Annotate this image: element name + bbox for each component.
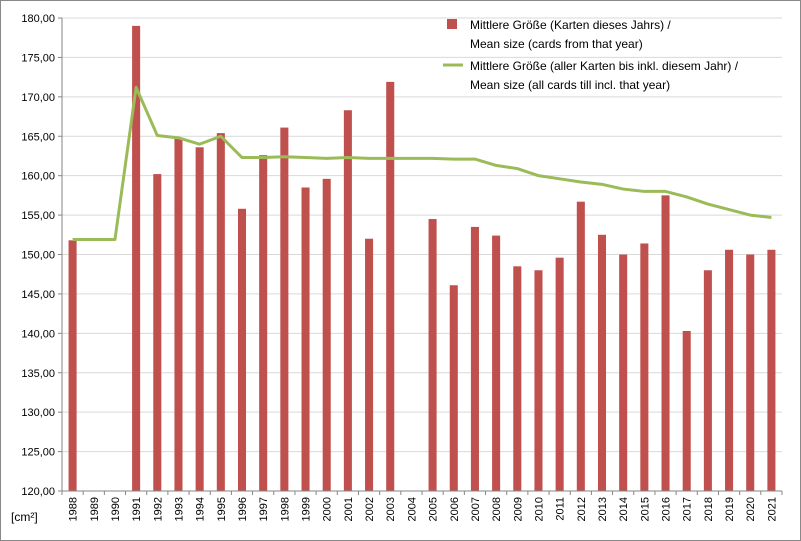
- bar-2002: [365, 238, 374, 491]
- bar-1999: [301, 187, 310, 491]
- y-tick-label: 160,00: [21, 171, 55, 183]
- bar-1997: [259, 155, 268, 492]
- bar-1993: [174, 137, 183, 491]
- bar-2009: [513, 266, 522, 491]
- bar-2013: [597, 234, 607, 491]
- gridlines: [62, 17, 782, 453]
- x-tick-label-1993: 1993: [173, 497, 185, 521]
- bar-1992: [153, 174, 162, 491]
- x-tick-label-1999: 1999: [301, 497, 313, 521]
- x-tick-label-2006: 2006: [449, 497, 461, 521]
- x-tick-label-2019: 2019: [724, 497, 736, 521]
- y-tick-label: 135,00: [21, 368, 55, 380]
- x-tick-label-2014: 2014: [618, 497, 630, 521]
- bar-2000: [322, 178, 331, 491]
- x-tick-label-2008: 2008: [491, 497, 503, 521]
- bar-2001: [343, 110, 352, 492]
- x-tick-label-2002: 2002: [364, 497, 376, 521]
- x-tick-label-2021: 2021: [766, 497, 778, 521]
- bar-1998: [280, 127, 289, 491]
- bar-2003: [386, 81, 395, 491]
- y-tick-label: 175,00: [21, 52, 55, 64]
- x-tick-label-1997: 1997: [258, 497, 270, 521]
- x-tick-label-2020: 2020: [745, 497, 757, 521]
- x-tick-label-2016: 2016: [661, 497, 673, 521]
- y-tick-label: 140,00: [21, 328, 55, 340]
- x-tick-label-1994: 1994: [195, 497, 207, 521]
- bar-2016: [661, 195, 670, 491]
- line-series: [72, 85, 772, 242]
- bar-2020: [746, 254, 755, 491]
- x-tick-label-1989: 1989: [89, 497, 101, 521]
- cumulative-mean-line: [72, 85, 772, 242]
- bar-2005: [428, 219, 437, 491]
- x-tick-label-2013: 2013: [597, 497, 609, 521]
- bar-2021: [767, 249, 776, 491]
- y-tick-label: 165,00: [21, 131, 55, 143]
- bar-2011: [555, 257, 564, 491]
- x-tick-label-1991: 1991: [131, 497, 143, 521]
- bar-2018: [703, 270, 712, 491]
- x-tick-label-2001: 2001: [343, 497, 355, 521]
- bar-1991: [132, 25, 141, 492]
- x-tick-labels: 1988 1989 1990 1991 1992 1993 1994 1995 1996 1997…: [68, 497, 779, 521]
- bar-2012: [576, 201, 585, 491]
- bar-2017: [682, 330, 691, 491]
- bar-1995: [216, 133, 225, 491]
- y-tick-label: 180,00: [21, 13, 55, 25]
- y-tick-labels: 120,00 125,00 130,00 135,00 140,00 145,00 150,…: [21, 13, 55, 498]
- y-tick-label: 130,00: [21, 407, 55, 419]
- bar-1988: [68, 240, 77, 491]
- y-tick-label: 120,00: [21, 486, 55, 498]
- x-tick-label-2000: 2000: [322, 497, 334, 521]
- bar-series: [68, 25, 776, 492]
- x-tick-label-2011: 2011: [555, 497, 567, 521]
- x-tick-label-2017: 2017: [682, 497, 694, 521]
- y-tick-label: 125,00: [21, 447, 55, 459]
- bar-2006: [449, 285, 458, 491]
- legend-bar-label-line2: Mean size (cards from that year): [470, 37, 643, 51]
- legend-line-label-line2: Mean size (all cards till incl. that yea…: [470, 78, 670, 92]
- x-tick-label-2005: 2005: [428, 497, 440, 521]
- bar-1994: [195, 147, 204, 491]
- x-tick-label-2007: 2007: [470, 497, 482, 521]
- y-axis-unit-label: [cm²]: [11, 510, 38, 524]
- x-tick-label-2009: 2009: [512, 497, 524, 521]
- bar-2007: [470, 226, 479, 492]
- x-tick-label-1998: 1998: [279, 497, 291, 521]
- x-tick-label-1996: 1996: [237, 497, 249, 521]
- bar-1996: [237, 208, 247, 491]
- x-tick-label-2012: 2012: [576, 497, 588, 521]
- x-tick-label-1988: 1988: [68, 497, 80, 521]
- bar-2014: [619, 254, 628, 491]
- x-tick-label-2015: 2015: [639, 497, 651, 521]
- bar-2015: [640, 243, 649, 491]
- y-tick-label: 150,00: [21, 250, 55, 262]
- bar-2019: [725, 249, 734, 491]
- bar-2008: [492, 235, 501, 491]
- x-tick-label-2018: 2018: [703, 497, 715, 521]
- y-tick-label: 170,00: [21, 92, 55, 104]
- axes: [58, 17, 783, 495]
- y-tick-label: 155,00: [21, 210, 55, 222]
- legend-line-label-line1: Mittlere Größe (aller Karten bis inkl. d…: [470, 59, 739, 73]
- x-tick-label-2010: 2010: [533, 497, 545, 521]
- y-tick-label: 145,00: [21, 289, 55, 301]
- x-tick-label-1995: 1995: [216, 497, 228, 521]
- legend-bar-label-line1: Mittlere Größe (Karten dieses Jahrs) /: [470, 18, 671, 32]
- bar-2010: [534, 270, 543, 491]
- x-tick-label-2003: 2003: [385, 497, 397, 521]
- x-tick-label-1992: 1992: [152, 497, 164, 521]
- x-tick-label-1990: 1990: [110, 497, 122, 521]
- legend: Mittlere Größe (Karten dieses Jahrs) / M…: [443, 18, 739, 92]
- x-tick-label-2004: 2004: [406, 497, 418, 521]
- legend-bar-swatch: [447, 19, 457, 29]
